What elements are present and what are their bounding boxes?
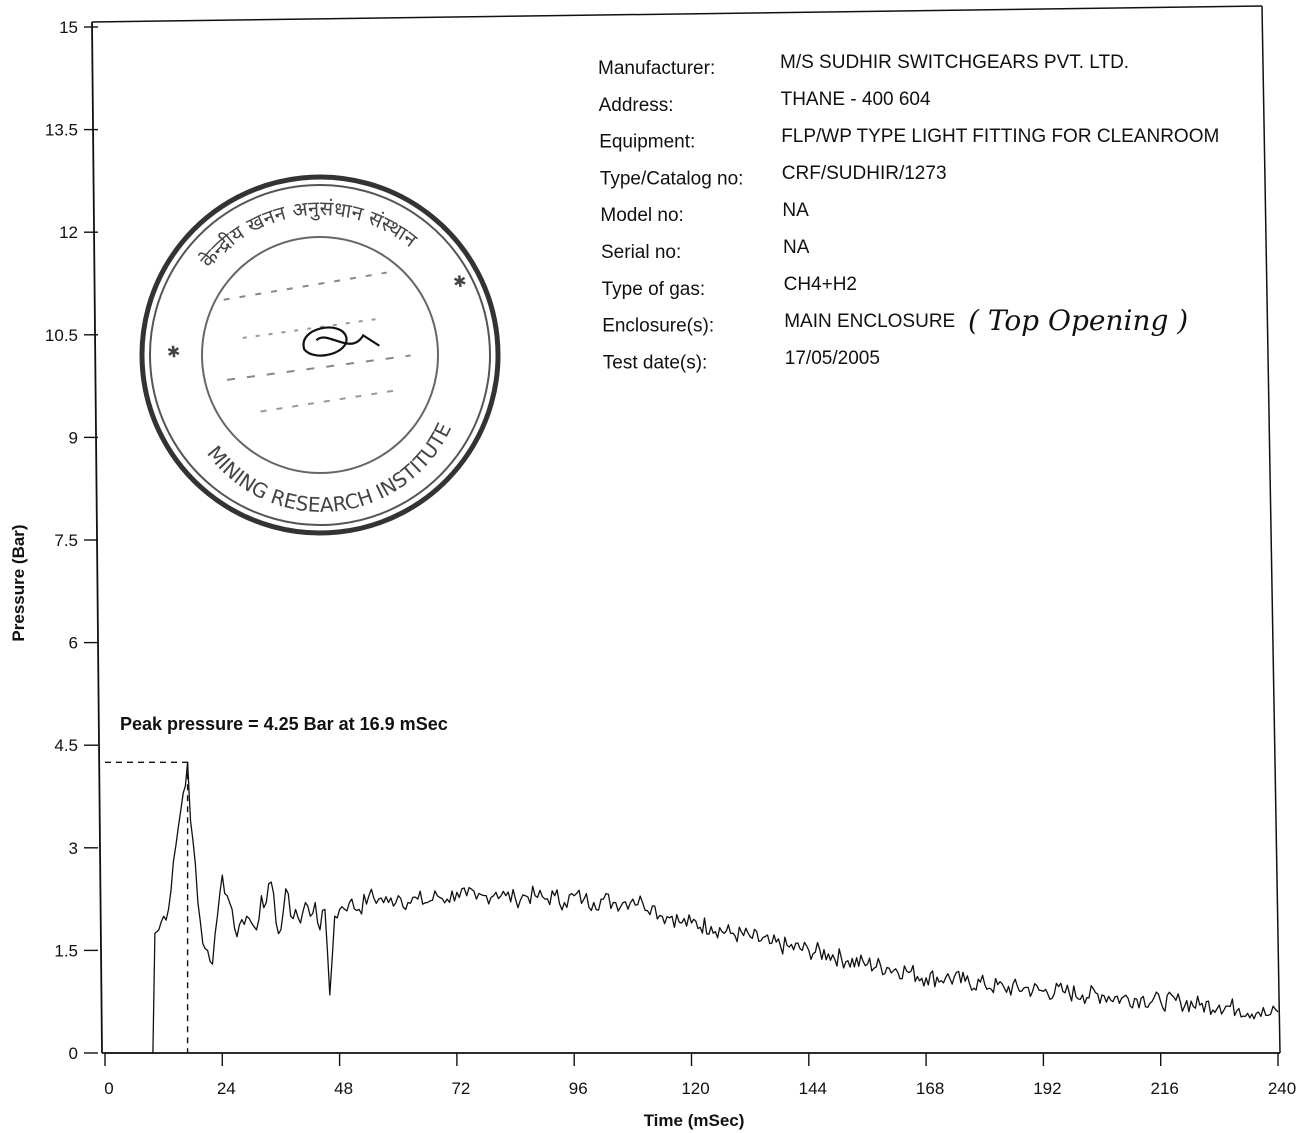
x-tick-label: 120 [681, 1079, 709, 1098]
info-value: CRF/SUDHIR/1273 [782, 163, 947, 184]
info-label: Type of gas: [602, 279, 706, 300]
handwritten-note: ( Top Opening ) [968, 304, 1188, 337]
stamp-star-left-icon: ✱ [166, 344, 181, 362]
stamp-inner-ring [201, 236, 439, 474]
stamp-outer-ring [139, 174, 501, 536]
info-value: 17/05/2005 [785, 348, 880, 369]
y-tick-label: 13.5 [45, 121, 78, 140]
info-value: MAIN ENCLOSURE [784, 311, 955, 332]
x-tick-label: 240 [1268, 1079, 1296, 1098]
x-tick-label: 48 [334, 1079, 353, 1098]
info-label: Model no: [600, 205, 683, 226]
y-tick-label: 7.5 [54, 531, 78, 550]
x-tick-label: 192 [1033, 1079, 1061, 1098]
y-tick-label: 1.5 [54, 941, 78, 960]
stamp-inner-line-2 [242, 317, 382, 339]
info-value: NA [782, 200, 809, 221]
y-tick-label: 12 [59, 223, 78, 242]
y-axis-line [91, 21, 103, 1054]
x-tick-label: 168 [916, 1079, 944, 1098]
y-tick-label: 10.5 [45, 326, 78, 345]
stamp-upper-text: केन्द्रीय खनन अनुसंधान संस्थान [190, 185, 424, 275]
x-tick-label: 24 [217, 1079, 236, 1098]
info-value: M/S SUDHIR SWITCHGEARS PVT. LTD. [780, 52, 1129, 73]
frame-right-border [1261, 5, 1281, 1054]
x-tick-label: 72 [451, 1079, 470, 1098]
info-label: Type/Catalog no: [600, 168, 744, 189]
info-label: Enclosure(s): [602, 316, 714, 337]
info-label: Test date(s): [603, 352, 708, 373]
x-axis-title: Time (mSec) [644, 1111, 745, 1130]
peak-pressure-annotation: Peak pressure = 4.25 Bar at 16.9 mSec [120, 714, 448, 734]
x-tick-label: 96 [569, 1079, 588, 1098]
info-label: Manufacturer: [598, 58, 715, 79]
info-label: Address: [599, 95, 674, 116]
y-tick-label: 6 [69, 634, 78, 653]
y-tick-label: 9 [69, 428, 78, 447]
signature-scribble [302, 326, 380, 357]
test-info-block: Manufacturer: M/S SUDHIR SWITCHGEARS PVT.… [598, 52, 1219, 373]
y-tick-label: 3 [69, 839, 78, 858]
frame-top-border [91, 5, 1263, 23]
y-tick-label: 15 [59, 18, 78, 37]
stamp-inner-line-3 [226, 354, 411, 381]
stamp-ring-2 [149, 184, 491, 526]
info-label: Serial no: [601, 242, 681, 263]
info-value: NA [783, 237, 810, 258]
y-axis-ticks: 0 1.5 3 4.5 6 7.5 9 10.5 12 13.5 15 [45, 18, 98, 1063]
plot-frame [91, 5, 1281, 1054]
y-axis-title: Pressure (Bar) [9, 524, 28, 641]
info-value: FLP/WP TYPE LIGHT FITTING FOR CLEANROOM [781, 126, 1219, 147]
series-layer [105, 761, 1279, 1054]
stamp-inner-line-4 [260, 388, 400, 413]
pressure-series-line [105, 761, 1279, 1054]
info-value: CH4+H2 [784, 274, 857, 295]
y-tick-label: 4.5 [54, 736, 78, 755]
info-label: Equipment: [599, 132, 695, 153]
stamp-inner-line-1 [223, 271, 387, 301]
x-axis-ticks: 0 24 48 72 96 120 144 168 192 216 240 [104, 1053, 1296, 1098]
x-tick-label: 0 [104, 1079, 113, 1098]
x-tick-label: 144 [799, 1079, 827, 1098]
institute-stamp: केन्द्रीय खनन अनुसंधान संस्थान MINING RE… [139, 174, 501, 536]
info-value: THANE - 400 604 [781, 89, 931, 110]
x-tick-label: 216 [1151, 1079, 1179, 1098]
y-tick-label: 0 [69, 1044, 78, 1063]
stamp-star-right-icon: ✱ [452, 273, 467, 291]
